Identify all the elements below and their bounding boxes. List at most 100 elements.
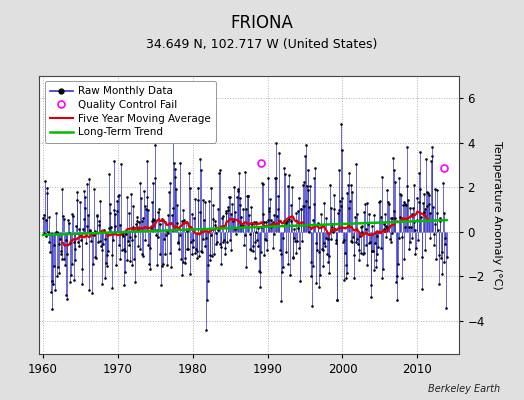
Point	[384, 198, 392, 205]
Point	[293, 238, 301, 244]
Point	[257, 248, 265, 255]
Point	[418, 286, 427, 292]
Point	[341, 250, 349, 256]
Point	[174, 239, 182, 246]
Point	[194, 197, 203, 204]
Point	[288, 255, 297, 261]
Point	[68, 261, 76, 267]
Point	[245, 212, 253, 218]
Point	[153, 227, 161, 233]
Point	[365, 211, 374, 217]
Point	[310, 175, 318, 181]
Point	[396, 191, 404, 198]
Point	[89, 260, 97, 267]
Point	[349, 234, 357, 240]
Point	[383, 186, 391, 193]
Point	[45, 214, 53, 221]
Point	[334, 210, 342, 216]
Point	[292, 250, 300, 256]
Point	[258, 180, 266, 186]
Point	[123, 257, 131, 263]
Point	[305, 204, 313, 210]
Point	[185, 170, 193, 176]
Point	[337, 121, 345, 127]
Point	[90, 232, 98, 238]
Point	[139, 214, 148, 221]
Point	[311, 164, 319, 171]
Point	[39, 215, 47, 222]
Point	[415, 170, 423, 176]
Point	[149, 216, 157, 222]
Point	[423, 203, 431, 209]
Point	[107, 224, 115, 230]
Point	[360, 209, 368, 216]
Point	[246, 231, 254, 237]
Point	[442, 254, 451, 260]
Point	[271, 175, 280, 182]
Point	[388, 215, 397, 221]
Point	[234, 188, 242, 194]
Point	[216, 167, 224, 174]
Point	[304, 167, 312, 173]
Point	[238, 221, 247, 228]
Point	[441, 235, 450, 241]
Point	[110, 206, 118, 213]
Point	[259, 211, 267, 218]
Point	[266, 195, 274, 202]
Point	[203, 297, 211, 303]
Point	[242, 264, 250, 270]
Point	[265, 205, 274, 211]
Point	[191, 250, 200, 256]
Point	[278, 264, 287, 270]
Point	[301, 152, 309, 159]
Point	[283, 218, 291, 225]
Point	[123, 194, 132, 200]
Point	[113, 208, 121, 214]
Point	[139, 253, 147, 260]
Point	[183, 226, 192, 232]
Point	[347, 189, 356, 195]
Point	[407, 224, 416, 230]
Point	[198, 248, 206, 254]
Point	[289, 254, 298, 260]
Point	[179, 259, 187, 265]
Point	[411, 226, 419, 233]
Point	[67, 272, 75, 278]
Point	[275, 150, 283, 157]
Point	[47, 289, 56, 295]
Point	[274, 206, 282, 212]
Point	[300, 203, 309, 209]
Point	[220, 237, 228, 243]
Point	[389, 155, 397, 161]
Point	[439, 180, 447, 186]
Point	[75, 199, 84, 206]
Point	[105, 171, 113, 177]
Point	[211, 222, 219, 228]
Point	[177, 218, 185, 224]
Point	[432, 256, 440, 262]
Point	[143, 194, 151, 201]
Point	[121, 268, 129, 275]
Point	[395, 235, 403, 241]
Point	[413, 195, 421, 201]
Point	[154, 209, 162, 215]
Point	[172, 220, 181, 226]
Point	[262, 219, 270, 226]
Point	[129, 203, 138, 210]
Point	[95, 198, 104, 204]
Point	[116, 256, 124, 263]
Point	[254, 225, 263, 231]
Point	[397, 192, 405, 198]
Point	[211, 218, 220, 224]
Point	[361, 200, 369, 207]
Point	[119, 246, 128, 252]
Point	[141, 202, 149, 209]
Point	[330, 192, 339, 199]
Point	[396, 214, 405, 221]
Point	[199, 236, 208, 242]
Point	[430, 231, 439, 237]
Point	[69, 212, 77, 219]
Point	[326, 204, 335, 211]
Point	[143, 158, 151, 164]
Point	[147, 224, 155, 231]
